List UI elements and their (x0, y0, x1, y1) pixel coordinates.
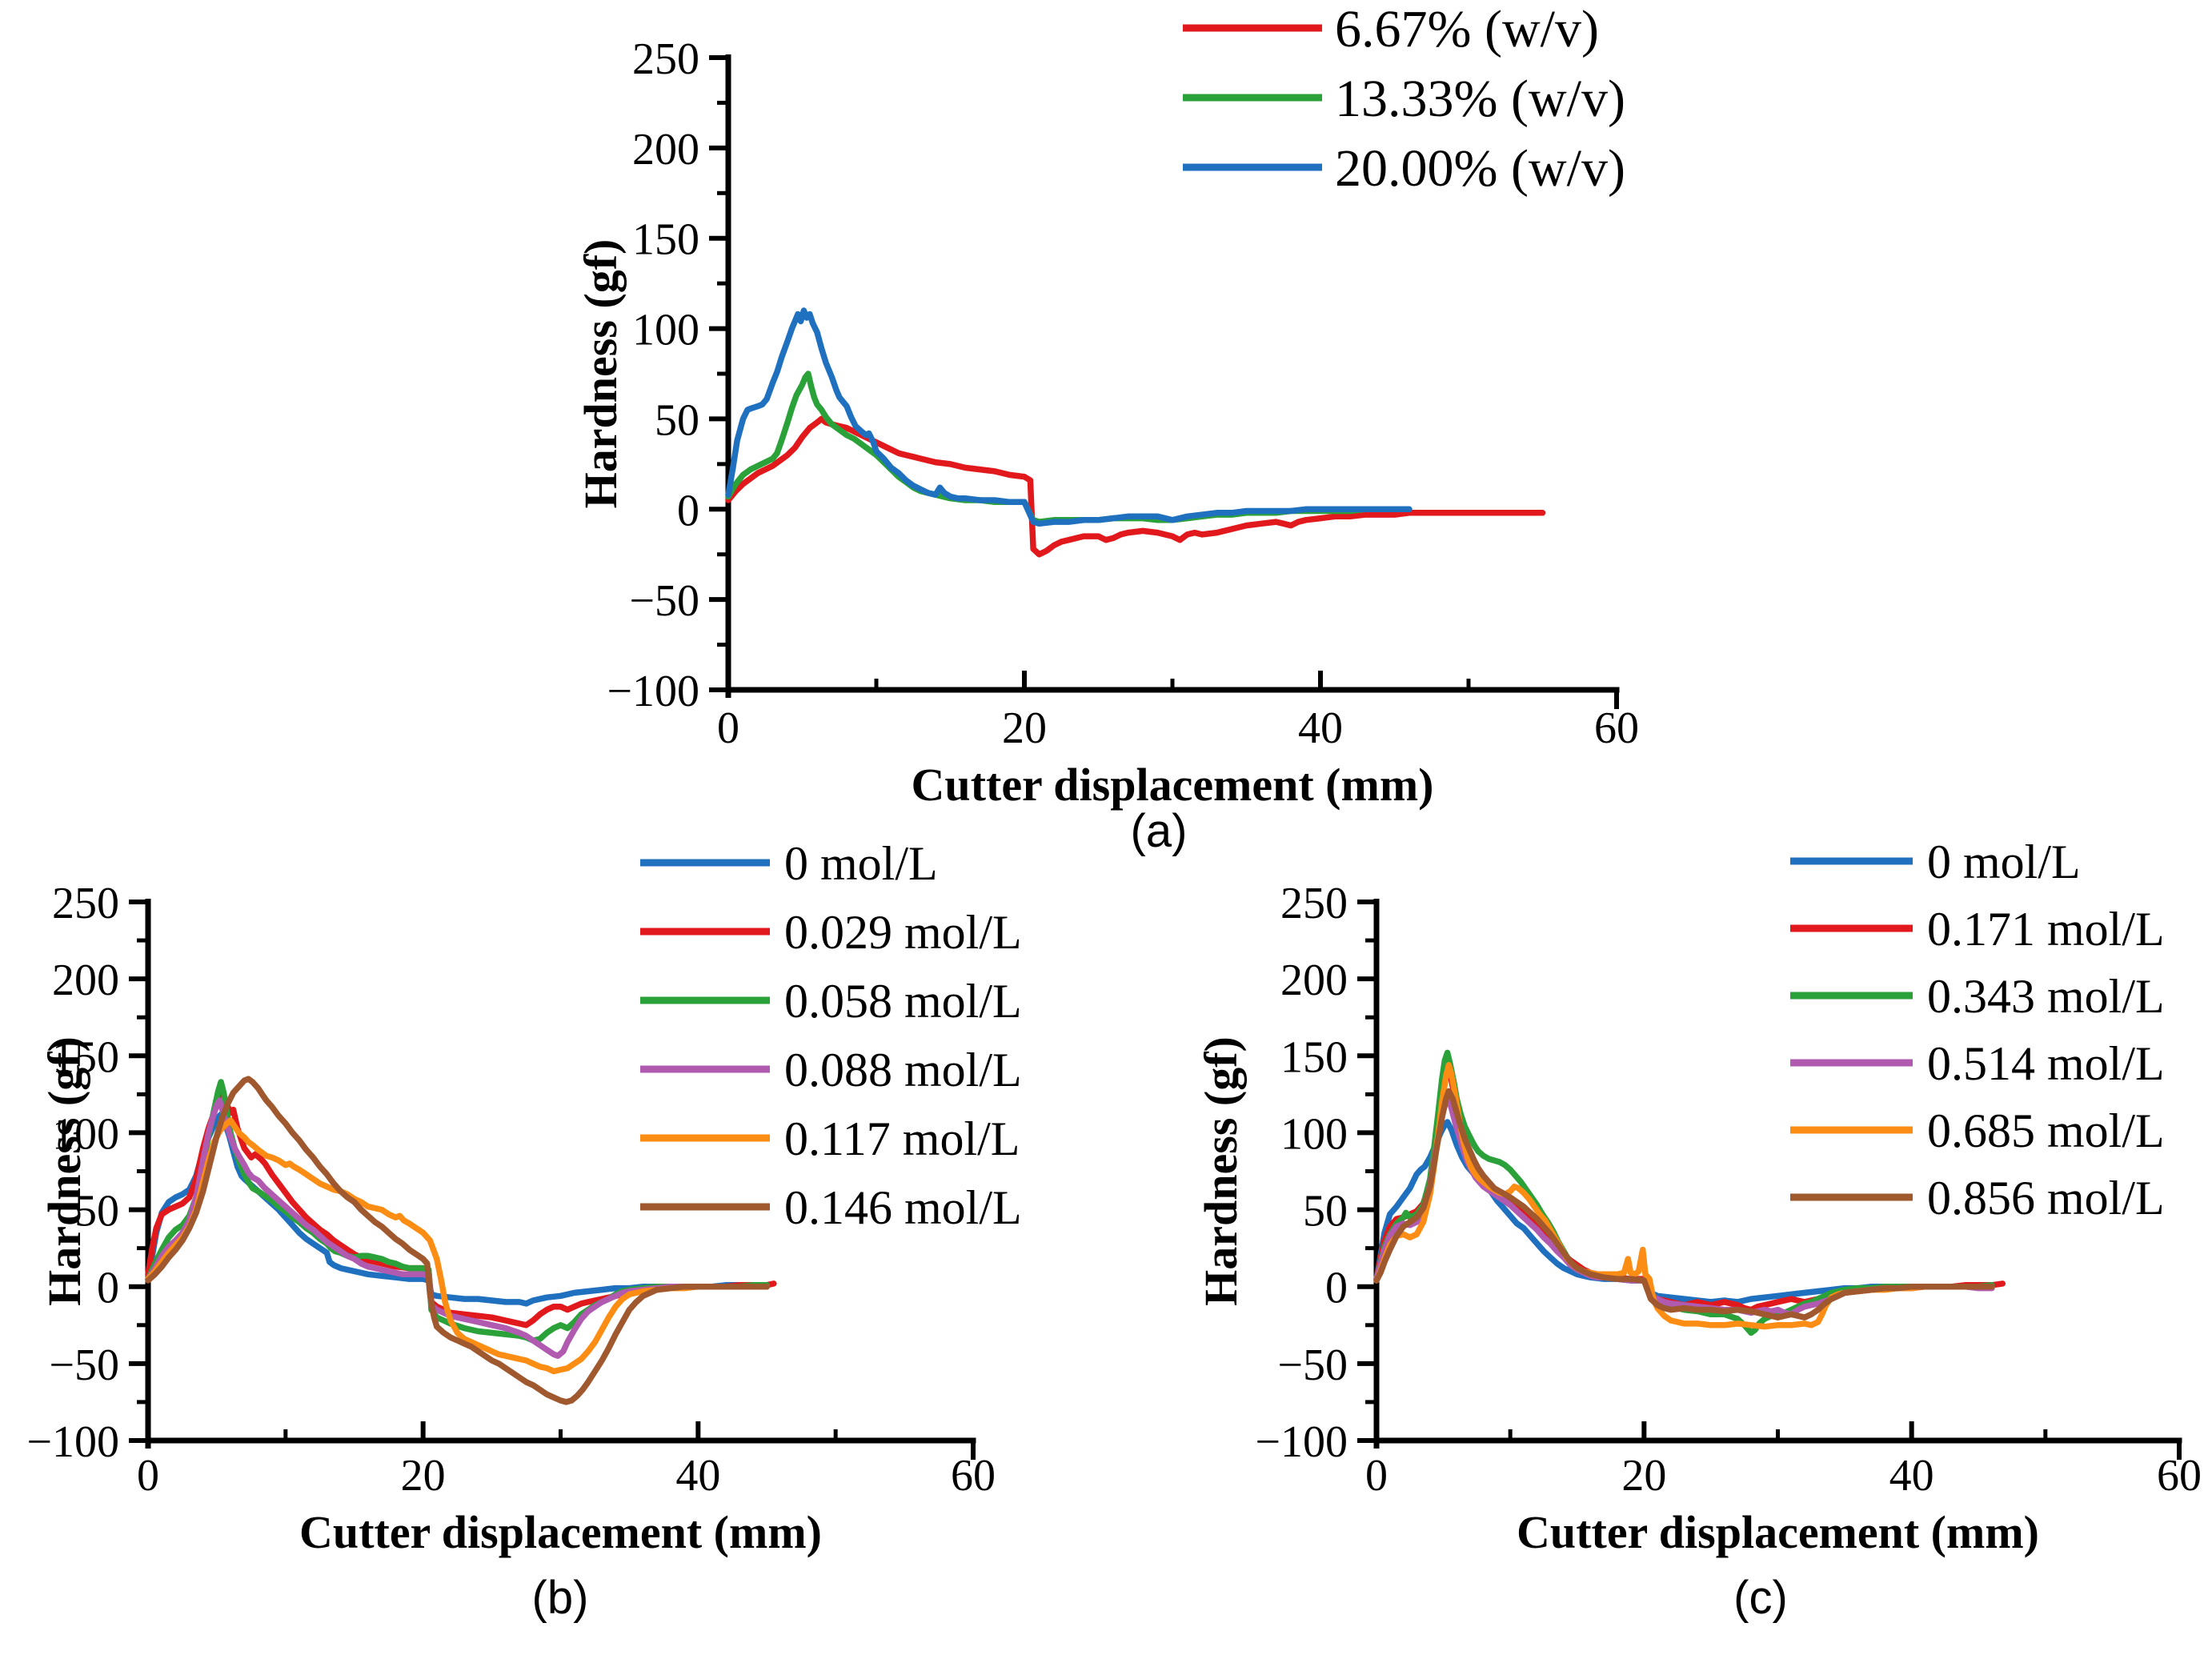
series-line-0.058-mol-l (145, 1079, 771, 1344)
y-tick-label: 150 (632, 215, 699, 265)
x-tick-label: 60 (951, 1451, 996, 1501)
x-tick-label: 60 (2157, 1451, 2202, 1501)
series-line-13.33-w-v- (725, 371, 1405, 525)
panel-caption-b: (b) (532, 1572, 589, 1624)
x-tick-label: 60 (1594, 703, 1639, 753)
y-tick-label: 100 (632, 306, 699, 355)
y-axis-title: Hardness (gf) (575, 239, 627, 509)
y-tick-label: −100 (26, 1417, 119, 1467)
x-tick-label: 20 (1002, 703, 1047, 753)
panel-caption-c: (c) (1733, 1572, 1788, 1624)
y-axis-title: Hardness (gf) (1195, 1036, 1247, 1306)
legend-label: 13.33% (w/v) (1335, 70, 1625, 128)
y-tick-label: 200 (632, 125, 699, 174)
legend-label: 0 mol/L (784, 837, 938, 890)
legend-label: 0.146 mol/L (784, 1181, 1022, 1234)
y-tick-label: 250 (1280, 879, 1348, 928)
legend-label: 6.67% (w/v) (1335, 0, 1599, 58)
x-tick-label: 40 (1298, 703, 1343, 753)
x-tick-label: 0 (137, 1451, 159, 1501)
legend-label: 0.685 mol/L (1927, 1104, 2165, 1157)
x-tick-label: 20 (1621, 1451, 1666, 1501)
y-tick-label: 200 (1280, 956, 1348, 1005)
legend-label: 0.058 mol/L (784, 975, 1022, 1028)
legend-label: 0.029 mol/L (784, 906, 1022, 959)
series-line-0.117-mol-l (145, 1117, 771, 1375)
y-tick-label: 250 (632, 34, 699, 84)
y-tick-label: −50 (49, 1340, 119, 1390)
y-tick-label: 0 (677, 486, 699, 535)
y-tick-label: −50 (1277, 1340, 1348, 1390)
x-tick-label: 20 (401, 1451, 446, 1501)
series-line-6.67-w-v- (725, 415, 1546, 558)
y-axis-title: Hardness (gf) (38, 1036, 90, 1306)
legend-label: 0.117 mol/L (784, 1112, 1020, 1165)
legend-label: 0.856 mol/L (1927, 1172, 2165, 1224)
y-tick-label: 100 (52, 1109, 119, 1159)
y-tick-label: 150 (1280, 1032, 1348, 1082)
legend-label: 0.514 mol/L (1927, 1037, 2165, 1090)
y-tick-label: 50 (1303, 1187, 1348, 1236)
legend-label: 0.171 mol/L (1927, 903, 2165, 956)
y-tick-label: −100 (1255, 1417, 1348, 1467)
x-tick-label: 40 (675, 1451, 720, 1501)
x-tick-label: 0 (1365, 1451, 1388, 1501)
series-line-0.146-mol-l (145, 1076, 771, 1405)
y-tick-label: 50 (74, 1187, 119, 1236)
panel-c: 0 20 40 60 250 200 150 100 50 0 −50 −100 Cutter disp… (1195, 836, 2202, 1624)
x-axis-title: Cutter displacement (mm) (1517, 1506, 2039, 1558)
y-tick-label: 200 (52, 956, 119, 1005)
series-line-0.856-mol-l (1373, 1088, 1995, 1320)
x-tick-label: 40 (1889, 1451, 1934, 1501)
panel-a: 0 20 40 60 250 200 150 100 50 0 −50 −100 Cutter disp… (575, 0, 1639, 857)
x-tick-label: 0 (717, 703, 739, 753)
y-tick-label: −100 (607, 667, 699, 716)
series-line-20.00-w-v- (725, 307, 1413, 527)
y-tick-label: 100 (1280, 1109, 1348, 1159)
legend-label: 0.088 mol/L (784, 1044, 1022, 1096)
panel-caption-a: (a) (1131, 805, 1188, 857)
series-line-0.171-mol-l (1373, 1060, 2006, 1313)
y-tick-label: 0 (1325, 1264, 1348, 1313)
legend-label: 0 mol/L (1927, 836, 2081, 888)
x-axis-title: Cutter displacement (mm) (299, 1506, 822, 1558)
panel-b: 0 20 40 60 250 200 150 100 50 0 −50 −100 Cutter disp… (26, 837, 1021, 1624)
series-line-0-mol-l (145, 1111, 771, 1307)
y-tick-label: 150 (52, 1032, 119, 1082)
x-axis-title: Cutter displacement (mm) (912, 759, 1434, 811)
legend-label: 20.00% (w/v) (1335, 139, 1625, 198)
y-tick-label: −50 (629, 576, 699, 626)
legend-label: 0.343 mol/L (1927, 970, 2165, 1023)
y-tick-label: 0 (97, 1264, 119, 1313)
y-tick-label: 50 (655, 395, 699, 445)
y-tick-label: 250 (52, 879, 119, 928)
